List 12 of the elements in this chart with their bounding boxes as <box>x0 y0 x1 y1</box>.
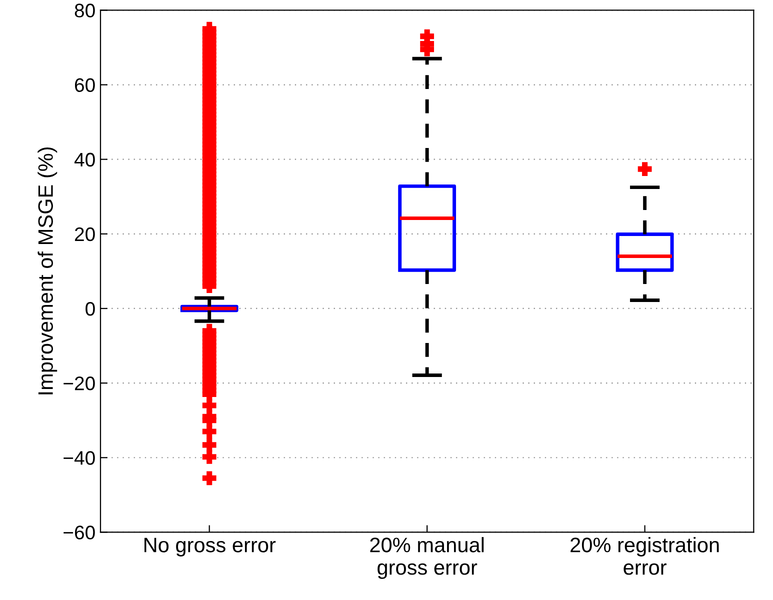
y-tick-label: −20 <box>64 376 95 390</box>
x-tick-label: No gross error <box>144 538 276 556</box>
y-tick-label: 40 <box>74 152 95 167</box>
y-tick-label: 0 <box>86 302 95 316</box>
y-tick-label: 80 <box>74 4 95 18</box>
y-tick-label: −40 <box>64 451 95 465</box>
y-tick-label: −60 <box>64 526 95 540</box>
x-tick-label: 20% manual gross error <box>370 537 484 579</box>
y-tick-label: 20 <box>74 227 95 242</box>
y-tick-label: 60 <box>74 78 95 92</box>
x-tick-label: 20% registration error <box>570 537 719 575</box>
y-axis-title: Improvement of MSGE (%) <box>38 147 58 394</box>
